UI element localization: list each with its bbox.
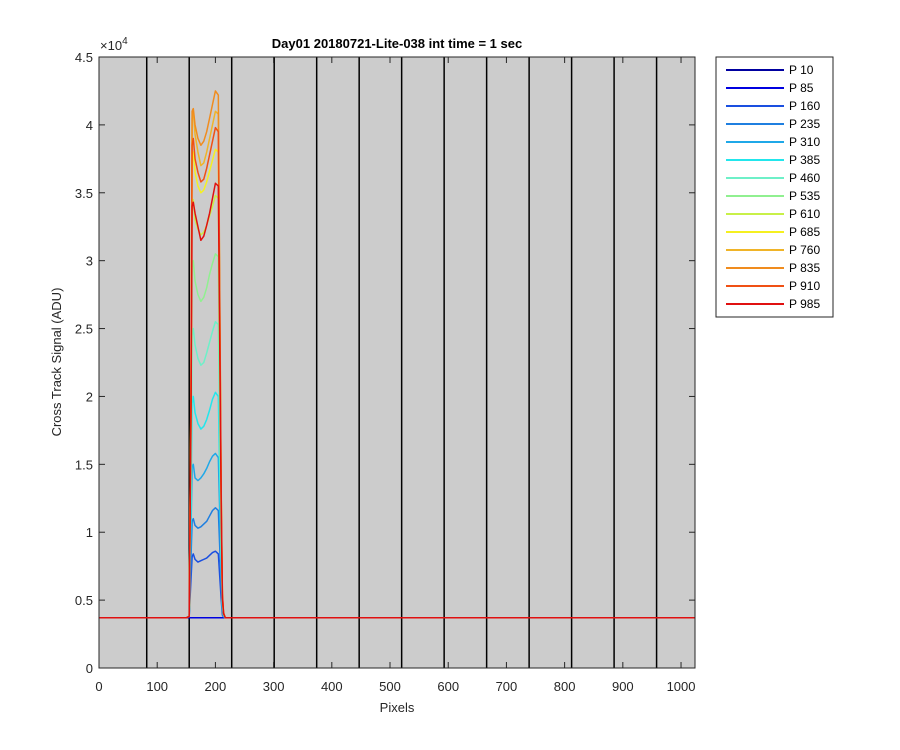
series-line-p985 bbox=[99, 182, 695, 619]
legend-label-10: P 760 bbox=[789, 243, 820, 257]
legend-label-13: P 985 bbox=[789, 297, 820, 311]
y-tick-label-5: 2.5 bbox=[75, 322, 93, 337]
x-tick-label-4: 400 bbox=[321, 679, 343, 694]
x-axis-ticks: 0 100 200 300 400 500 600 700 800 900 1000 bbox=[95, 57, 695, 694]
x-tick-label-7: 700 bbox=[496, 679, 518, 694]
legend-label-2: P 160 bbox=[789, 99, 820, 113]
y-axis-ticks: 0 0.5 1 1.5 2 2.5 3 3.5 4 4.5 bbox=[75, 50, 695, 676]
x-axis-label: Pixels bbox=[380, 700, 415, 715]
x-tick-label-5: 500 bbox=[379, 679, 401, 694]
chart-title: Day01 20180721-Lite-038 int time = 1 sec bbox=[272, 36, 522, 51]
legend-box bbox=[715, 56, 834, 318]
legend-label-12: P 910 bbox=[789, 279, 820, 293]
y-exponent-base: ×10 bbox=[100, 38, 122, 53]
y-exponent-power: 4 bbox=[122, 36, 128, 47]
legend-label-11: P 835 bbox=[789, 261, 820, 275]
legend-label-5: P 385 bbox=[789, 153, 820, 167]
x-tick-label-3: 300 bbox=[263, 679, 285, 694]
x-tick-label-8: 800 bbox=[554, 679, 576, 694]
legend-label-4: P 310 bbox=[789, 135, 820, 149]
x-tick-label-0: 0 bbox=[95, 679, 102, 694]
legend-label-1: P 85 bbox=[789, 81, 814, 95]
y-axis-exponent: ×104 bbox=[100, 36, 128, 53]
plot-area bbox=[98, 56, 696, 669]
y-tick-label-4: 2 bbox=[86, 389, 93, 404]
plot-background bbox=[99, 57, 695, 668]
y-axis-label: Cross Track Signal (ADU) bbox=[49, 288, 64, 437]
y-tick-label-7: 3.5 bbox=[75, 186, 93, 201]
y-tick-label-0: 0 bbox=[86, 661, 93, 676]
x-tick-label-9: 900 bbox=[612, 679, 634, 694]
legend-label-9: P 685 bbox=[789, 225, 820, 239]
x-tick-label-6: 600 bbox=[437, 679, 459, 694]
plot-frame bbox=[98, 56, 696, 669]
y-tick-label-1: 0.5 bbox=[75, 593, 93, 608]
y-tick-label-9: 4.5 bbox=[75, 50, 93, 65]
legend-label-3: P 235 bbox=[789, 117, 820, 131]
x-tick-label-10: 1000 bbox=[667, 679, 696, 694]
y-tick-label-8: 4 bbox=[86, 118, 93, 133]
y-tick-label-2: 1 bbox=[86, 525, 93, 540]
legend-label-6: P 460 bbox=[789, 171, 820, 185]
y-tick-label-3: 1.5 bbox=[75, 457, 93, 472]
legend-label-0: P 10 bbox=[789, 63, 814, 77]
legend-label-7: P 535 bbox=[789, 189, 820, 203]
x-tick-label-1: 100 bbox=[146, 679, 168, 694]
legend-label-8: P 610 bbox=[789, 207, 820, 221]
legend: P 10 P 85 P 160 P 235 P 310 P 385 P 460 P 535 P … bbox=[715, 56, 834, 318]
y-tick-label-6: 3 bbox=[86, 254, 93, 269]
x-tick-label-2: 200 bbox=[205, 679, 227, 694]
